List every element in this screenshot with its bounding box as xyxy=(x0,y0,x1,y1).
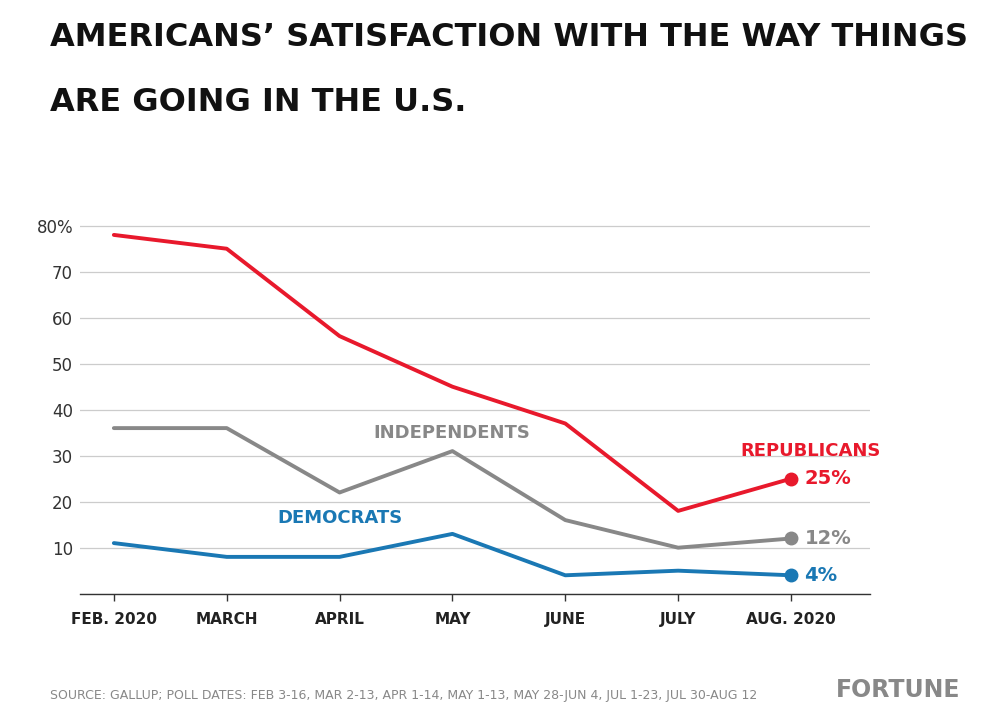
Text: 12%: 12% xyxy=(805,529,851,548)
Text: SOURCE: GALLUP; POLL DATES: FEB 3-16, MAR 2-13, APR 1-14, MAY 1-13, MAY 28-JUN 4: SOURCE: GALLUP; POLL DATES: FEB 3-16, MA… xyxy=(50,689,757,702)
Text: FORTUNE: FORTUNE xyxy=(836,678,960,702)
Text: 4%: 4% xyxy=(805,565,838,585)
Text: DEMOCRATS: DEMOCRATS xyxy=(278,509,403,527)
Text: REPUBLICANS: REPUBLICANS xyxy=(740,442,881,460)
Text: AMERICANS’ SATISFACTION WITH THE WAY THINGS: AMERICANS’ SATISFACTION WITH THE WAY THI… xyxy=(50,22,968,53)
Text: ARE GOING IN THE U.S.: ARE GOING IN THE U.S. xyxy=(50,87,466,118)
Text: 25%: 25% xyxy=(805,469,851,488)
Text: INDEPENDENTS: INDEPENDENTS xyxy=(373,424,530,442)
